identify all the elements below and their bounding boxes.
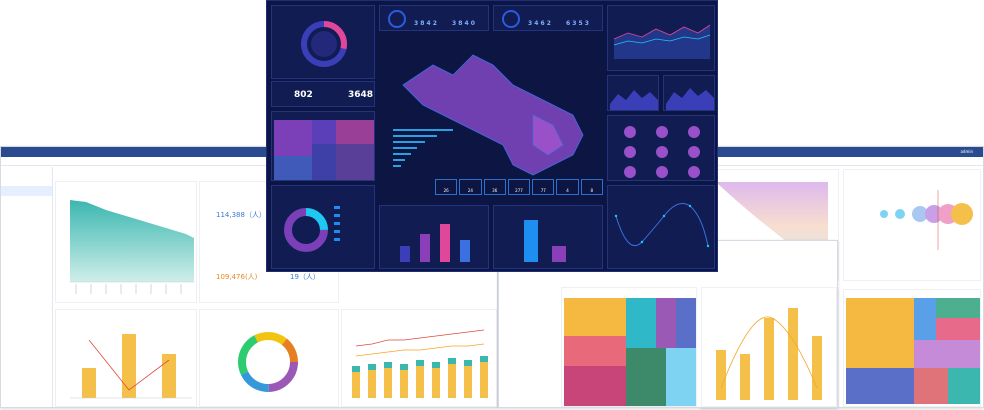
treemap-panel-3	[843, 289, 981, 407]
donut-slice	[238, 332, 298, 392]
bubble-chart	[880, 190, 973, 250]
bottom-bar-chart-2	[524, 220, 566, 262]
spline-chart	[614, 203, 710, 248]
bar-line-chart	[70, 334, 192, 399]
stacked-bars	[352, 356, 488, 398]
donut-chart	[238, 332, 298, 392]
left-sidebar	[1, 167, 53, 407]
province-map	[383, 35, 603, 195]
sidebar-item[interactable]	[1, 319, 52, 329]
left-tabs	[1, 157, 497, 166]
digits-panel-2: 3 4 6 2 6 3 5 3	[493, 5, 603, 31]
sidebar-item[interactable]	[1, 177, 52, 187]
donut-dark	[284, 206, 340, 252]
sidebar-item[interactable]	[1, 253, 52, 263]
counter-right: 3648	[348, 90, 374, 100]
bar-line-panel	[55, 309, 197, 407]
bar	[122, 334, 136, 398]
digits-3: 3 4 6 2	[528, 20, 551, 27]
mid-treemap-panel	[561, 287, 697, 407]
sidebar-item[interactable]	[1, 300, 52, 310]
sidebar-item[interactable]	[1, 243, 52, 253]
gauge-grid	[624, 126, 700, 178]
donut-slice	[238, 332, 298, 392]
line-chart-panel	[607, 5, 715, 71]
right-titlebar: admin	[701, 147, 983, 157]
left-treemap-panel	[271, 111, 375, 181]
table-cell: 24	[459, 179, 482, 195]
sidebar-item[interactable]	[1, 262, 52, 272]
ring-chart	[301, 21, 347, 67]
table-cell: 277	[507, 179, 531, 195]
digits-4: 6 3 5 3	[566, 20, 589, 27]
table-cell: 4	[556, 179, 579, 195]
right-tabs	[701, 157, 983, 166]
spline-panel	[607, 185, 715, 269]
map-bars	[393, 129, 453, 167]
digits-1: 3 8 4 2	[414, 20, 437, 27]
bar	[82, 368, 96, 398]
mini-area-panel-2	[663, 75, 715, 111]
table-cell: 8	[580, 179, 603, 195]
dark-line-chart	[613, 24, 711, 59]
map-region[interactable]	[402, 54, 584, 176]
sidebar-item[interactable]	[1, 196, 52, 206]
value-table: 26 24 36 277 77 4 8	[435, 179, 603, 195]
counter-panel: 802 3648	[271, 81, 375, 107]
area-chart	[70, 200, 194, 294]
sidebar-item-active[interactable]	[1, 186, 52, 196]
sidebar-item[interactable]	[1, 281, 52, 291]
area-fill	[70, 200, 194, 282]
donut-slice	[238, 332, 298, 392]
stat-value-2: 109,476(人)	[216, 273, 258, 281]
donut-slice	[238, 332, 298, 392]
ring-panel	[271, 5, 375, 79]
mini-area-panel-1	[607, 75, 659, 111]
table-cell: 36	[483, 179, 506, 195]
sidebar-item[interactable]	[1, 310, 52, 320]
stat-value-3: 19（人）	[290, 273, 320, 281]
area-chart-panel	[55, 181, 197, 303]
sidebar-item[interactable]	[1, 167, 52, 177]
bubble-panel	[843, 169, 981, 281]
digits-panel-1: 3 8 4 2 3 8 4 0	[379, 5, 489, 31]
bottom-bar-panel-2	[493, 205, 603, 269]
bar	[162, 354, 176, 398]
bottom-bar-chart-1	[400, 224, 470, 262]
series-line	[88, 339, 170, 391]
stacked-bar-chart	[352, 329, 488, 398]
left-titlebar	[1, 147, 497, 157]
sidebar-item[interactable]	[1, 205, 52, 215]
gauge-grid-panel	[607, 115, 715, 181]
user-label[interactable]: admin	[960, 149, 973, 154]
donut-panel	[199, 309, 339, 407]
sidebar-item[interactable]	[1, 224, 52, 234]
sidebar-item[interactable]	[1, 272, 52, 282]
bottom-bar-panel-1	[379, 205, 489, 269]
stat-value-1: 114,388（人）	[216, 211, 266, 219]
left-treemap	[274, 120, 374, 180]
mid-bar-panel	[701, 287, 837, 407]
sidebar-item[interactable]	[1, 215, 52, 225]
counter-left: 802	[294, 90, 313, 100]
mid-treemap	[564, 298, 696, 406]
table-cell: 77	[532, 179, 555, 195]
table-cell: 26	[435, 179, 458, 195]
donut-dark-panel	[271, 185, 375, 269]
sidebar-item[interactable]	[1, 234, 52, 244]
treemap-right	[846, 298, 980, 404]
sidebar-item[interactable]	[1, 291, 52, 301]
stacked-bar-panel	[341, 309, 497, 407]
digits-2: 3 8 4 0	[452, 20, 475, 27]
mid-bar-chart	[716, 308, 822, 400]
dark-dashboard: 802 3648 3 8 4 2 3 8 4 0 3 4 6 2 6 3 5 3	[266, 0, 718, 272]
